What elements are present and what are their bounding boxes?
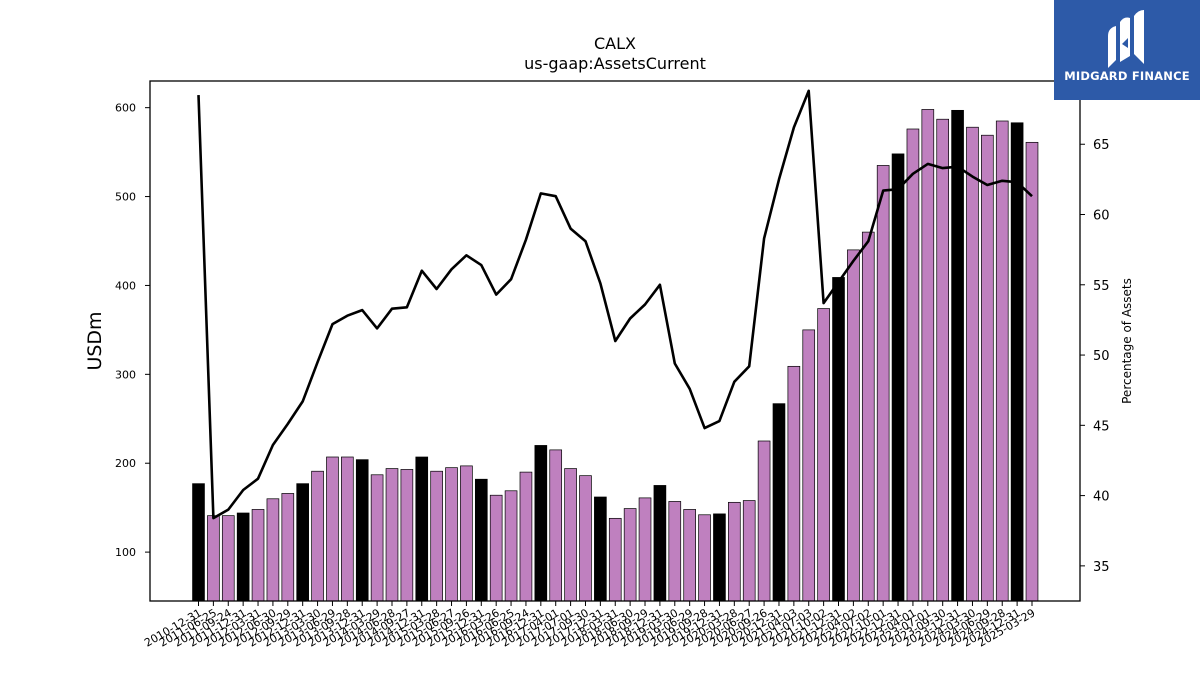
y2-tick-label: 45 xyxy=(1093,419,1110,434)
x-ticks: 2010-12-312011-06-252011-09-242011-12-31… xyxy=(142,601,1038,650)
y-tick-label: 300 xyxy=(115,368,136,381)
bar-2015-03-28 xyxy=(430,470,443,602)
bar-2020-03-28 xyxy=(728,501,741,602)
logo-text: MIDGARD FINANCE xyxy=(1064,69,1190,83)
chart-subtitle: us-gaap:AssetsCurrent xyxy=(524,54,706,73)
brand-logo: MIDGARD FINANCE xyxy=(1054,0,1200,100)
bar-2019-03-30 xyxy=(668,501,682,602)
bar-2024-06-29 xyxy=(981,134,994,602)
y2-tick-label: 55 xyxy=(1093,279,1110,294)
bar-2023-07-01 xyxy=(921,109,935,602)
y2-tick-label: 50 xyxy=(1093,349,1110,364)
bar-2023-04-01 xyxy=(906,128,920,602)
bar-2011-06-25 xyxy=(207,515,220,602)
bar-2023-12-31 xyxy=(951,109,964,602)
bar-2016-09-24 xyxy=(519,471,533,602)
bar-2023-09-30 xyxy=(936,118,950,602)
bar-2022-07-02 xyxy=(861,231,875,602)
y-right-ticks: 35 40 45 50 55 60 65 xyxy=(1080,138,1110,575)
bar-2013-12-31 xyxy=(355,459,369,602)
bar-2021-10-02 xyxy=(817,308,830,602)
bar-2011-09-24 xyxy=(221,515,235,602)
bar-2017-07-01 xyxy=(564,468,577,602)
y-left-ticks: 100 200 300 400 500 600 xyxy=(115,102,150,559)
bar-2012-06-30 xyxy=(266,498,280,602)
bar-2024-12-31 xyxy=(1010,122,1024,602)
y2-tick-label: 60 xyxy=(1093,209,1110,224)
bar-2018-09-29 xyxy=(638,497,652,602)
bar-2017-09-30 xyxy=(579,475,592,602)
bar-2019-12-31 xyxy=(713,513,726,602)
bar-2022-04-02 xyxy=(847,249,860,602)
y-tick-label: 400 xyxy=(115,279,136,292)
bar-2017-12-31 xyxy=(594,496,607,602)
logo-mark-icon xyxy=(1108,10,1144,68)
bar-2018-03-31 xyxy=(608,517,622,602)
bar-2019-09-28 xyxy=(698,514,711,602)
bar-2016-12-31 xyxy=(534,445,548,602)
bar-2022-10-01 xyxy=(876,165,890,602)
bar-2019-06-29 xyxy=(683,509,696,602)
bar-2018-06-30 xyxy=(623,508,637,602)
bar-2015-06-27 xyxy=(445,467,458,602)
y-tick-label: 600 xyxy=(115,102,136,115)
bar-2020-09-26 xyxy=(757,440,771,602)
bar-2020-12-31 xyxy=(772,403,786,602)
y2-axis-label: Percentage of Assets xyxy=(1120,278,1134,404)
y2-tick-label: 65 xyxy=(1093,138,1110,153)
bar-2015-12-31 xyxy=(474,478,488,602)
bar-2014-03-29 xyxy=(370,474,384,602)
bar-2024-09-28 xyxy=(995,120,1009,602)
bar-2014-06-28 xyxy=(385,468,399,602)
y2-tick-label: 35 xyxy=(1093,560,1110,575)
bar-2013-06-29 xyxy=(326,456,339,602)
bars xyxy=(192,109,1039,602)
bar-2021-07-03 xyxy=(802,329,816,602)
bar-2022-12-31 xyxy=(891,153,905,602)
bar-2025-03-29 xyxy=(1025,141,1039,602)
bar-2014-09-27 xyxy=(400,469,414,602)
bar-2012-09-29 xyxy=(281,493,295,602)
bar-2021-12-31 xyxy=(832,277,845,602)
bar-2015-09-26 xyxy=(460,465,473,602)
y-tick-label: 500 xyxy=(115,191,136,204)
y-axis-label: USDm xyxy=(84,311,106,370)
bar-2012-12-31 xyxy=(296,483,309,602)
bar-2011-12-31 xyxy=(236,512,250,602)
bar-2020-06-27 xyxy=(742,500,756,602)
y2-tick-label: 40 xyxy=(1093,490,1110,505)
bar-2024-03-30 xyxy=(966,126,979,602)
percentage-line xyxy=(197,89,1033,520)
bar-2018-12-31 xyxy=(653,485,667,602)
bar-2016-03-26 xyxy=(489,494,503,602)
bar-2017-04-01 xyxy=(549,449,563,602)
line-layer xyxy=(197,89,1033,520)
bar-2021-04-03 xyxy=(787,365,801,602)
bar-2012-03-31 xyxy=(251,509,265,602)
bar-2016-06-25 xyxy=(504,490,518,602)
bar-2010-12-31 xyxy=(192,483,205,602)
bar-2013-09-28 xyxy=(341,456,354,602)
y-tick-label: 100 xyxy=(115,546,136,559)
bar-2013-03-30 xyxy=(311,470,324,602)
chart-title: CALX xyxy=(594,34,636,53)
bar-2014-12-31 xyxy=(415,456,429,602)
y-tick-label: 200 xyxy=(115,457,136,470)
